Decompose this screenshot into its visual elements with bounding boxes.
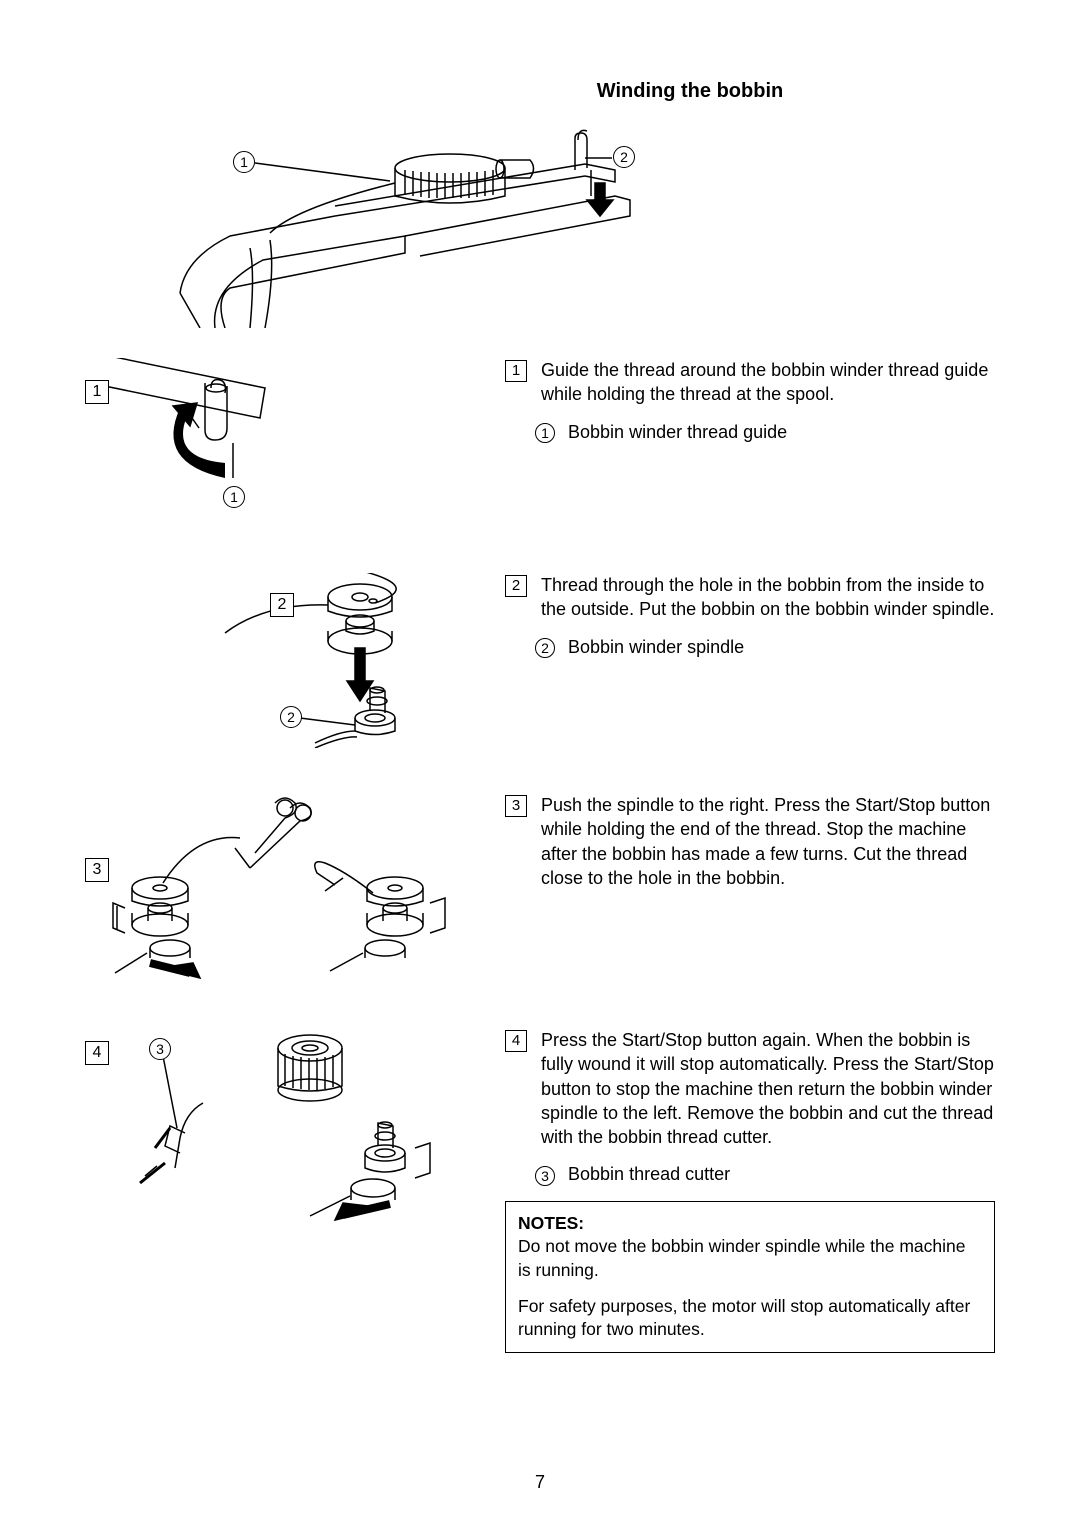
step-2-row: 2 2 2 Thread through the hole in the bob… — [85, 573, 995, 753]
step-4-diagram: 4 3 — [85, 1028, 485, 1353]
step-4-text: 4 Press the Start/Stop button again. Whe… — [505, 1028, 995, 1149]
main-diagram: 1 2 — [155, 128, 715, 328]
step-1-row: 1 1 1 Guide the thread around the bobbin… — [85, 358, 995, 533]
step-3-desc: Push the spindle to the right. Press the… — [541, 793, 995, 890]
page-title: Winding the bobbin — [385, 80, 995, 103]
step-2-num: 2 — [505, 575, 527, 597]
step-4-sub: 3 Bobbin thread cutter — [535, 1164, 995, 1185]
step-3-text: 3 Push the spindle to the right. Press t… — [505, 793, 995, 890]
step-2-box: 2 — [270, 593, 294, 617]
main-callout-1: 1 — [233, 151, 255, 173]
step-4-sub-num: 3 — [535, 1166, 555, 1186]
page-number: 7 — [535, 1472, 545, 1493]
step-3-diagram: 3 — [85, 793, 485, 988]
step-1-num: 1 — [505, 360, 527, 382]
notes-box: NOTES: Do not move the bobbin winder spi… — [505, 1201, 995, 1353]
step-2-sub: 2 Bobbin winder spindle — [535, 637, 995, 658]
step-4-row: 4 3 4 Press the Start/Stop button again.… — [85, 1028, 995, 1353]
step-3-box: 3 — [85, 858, 109, 882]
step-1-text: 1 Guide the thread around the bobbin win… — [505, 358, 995, 407]
notes-p2: For safety purposes, the motor will stop… — [518, 1295, 982, 1342]
step-4-box: 4 — [85, 1041, 109, 1065]
step-2-sub-num: 2 — [535, 638, 555, 658]
main-callout-2: 2 — [613, 146, 635, 168]
step-1-sub: 1 Bobbin winder thread guide — [535, 422, 995, 443]
step-4-desc: Press the Start/Stop button again. When … — [541, 1028, 995, 1149]
step-1-desc: Guide the thread around the bobbin winde… — [541, 358, 995, 407]
notes-title: NOTES: — [518, 1213, 584, 1233]
step-3-row: 3 3 Push the spindle to the right. Press… — [85, 793, 995, 988]
step-4-sub-label: Bobbin thread cutter — [568, 1164, 730, 1184]
step-1-circled: 1 — [223, 486, 245, 508]
step-4-circled: 3 — [149, 1038, 171, 1060]
step-2-text: 2 Thread through the hole in the bobbin … — [505, 573, 995, 622]
step-1-diagram: 1 1 — [85, 358, 485, 533]
step-3-num: 3 — [505, 795, 527, 817]
step-2-desc: Thread through the hole in the bobbin fr… — [541, 573, 995, 622]
step-1-box: 1 — [85, 380, 109, 404]
step-1-sub-num: 1 — [535, 423, 555, 443]
step-2-sub-label: Bobbin winder spindle — [568, 637, 744, 657]
step-2-diagram: 2 2 — [85, 573, 485, 753]
step-1-sub-label: Bobbin winder thread guide — [568, 422, 787, 442]
step-2-circled: 2 — [280, 706, 302, 728]
notes-p1: Do not move the bobbin winder spindle wh… — [518, 1235, 982, 1282]
step-4-num: 4 — [505, 1030, 527, 1052]
